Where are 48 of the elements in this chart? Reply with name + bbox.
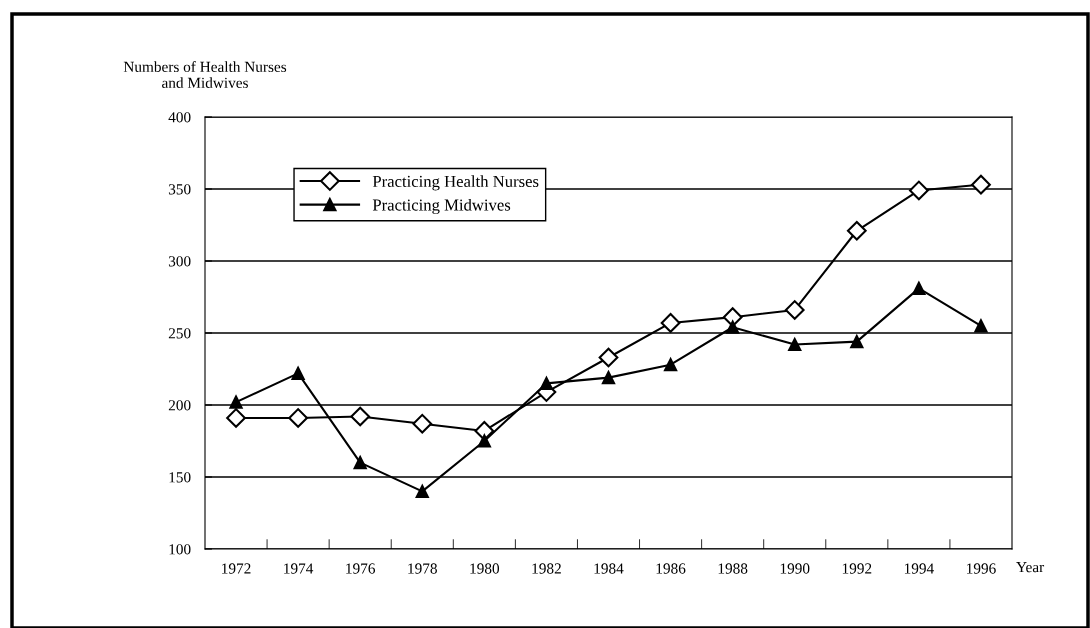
point — [846, 220, 867, 241]
point — [971, 174, 991, 195]
x-tick-label: 1978 — [408, 563, 437, 574]
x-tick-label: 1990 — [780, 563, 810, 574]
x-axis-title: Year — [1016, 562, 1045, 573]
point — [663, 358, 678, 372]
point — [722, 307, 743, 328]
point — [726, 320, 740, 334]
legend-label: Practicing Health Nurses — [372, 175, 539, 191]
point — [229, 395, 243, 409]
y-tick-label: 150 — [169, 472, 191, 483]
y-axis-title: Numbers of Health Nurses and Midwives — [123, 61, 287, 88]
point — [350, 406, 371, 427]
point — [539, 376, 554, 390]
point — [912, 281, 926, 295]
point — [974, 319, 988, 333]
point — [291, 366, 305, 380]
y-tick-label: 350 — [168, 184, 191, 195]
x-tick-label: 1994 — [904, 563, 934, 574]
point — [598, 347, 619, 368]
legend-label: Practicing Midwives — [372, 198, 511, 215]
x-tick-label: 1974 — [284, 563, 314, 574]
y-tick-label: 400 — [168, 112, 191, 123]
y-tick-label: 200 — [168, 400, 191, 411]
point — [353, 456, 367, 470]
x-tick-label: 1986 — [656, 563, 686, 574]
point — [226, 408, 246, 428]
x-tick-label: 1972 — [222, 563, 251, 574]
x-tick-label: 1996 — [967, 563, 996, 574]
point — [660, 313, 681, 333]
point — [477, 434, 491, 448]
point — [788, 337, 802, 352]
x-tick-label: 1988 — [718, 563, 748, 574]
x-tick-label: 1976 — [346, 563, 376, 574]
point — [415, 484, 429, 498]
point — [288, 408, 308, 428]
x-tick-label: 1984 — [594, 563, 624, 574]
y-tick-label: 250 — [168, 328, 191, 339]
point — [784, 300, 805, 320]
y-tick-label: 300 — [168, 256, 191, 267]
point — [850, 335, 864, 349]
x-tick-label: 1992 — [842, 563, 872, 574]
x-tick-label: 1982 — [532, 563, 561, 574]
point — [909, 180, 929, 201]
point — [412, 413, 433, 434]
y-tick-label: 100 — [169, 544, 191, 555]
x-tick-label: 1980 — [470, 563, 500, 574]
point — [601, 371, 616, 385]
